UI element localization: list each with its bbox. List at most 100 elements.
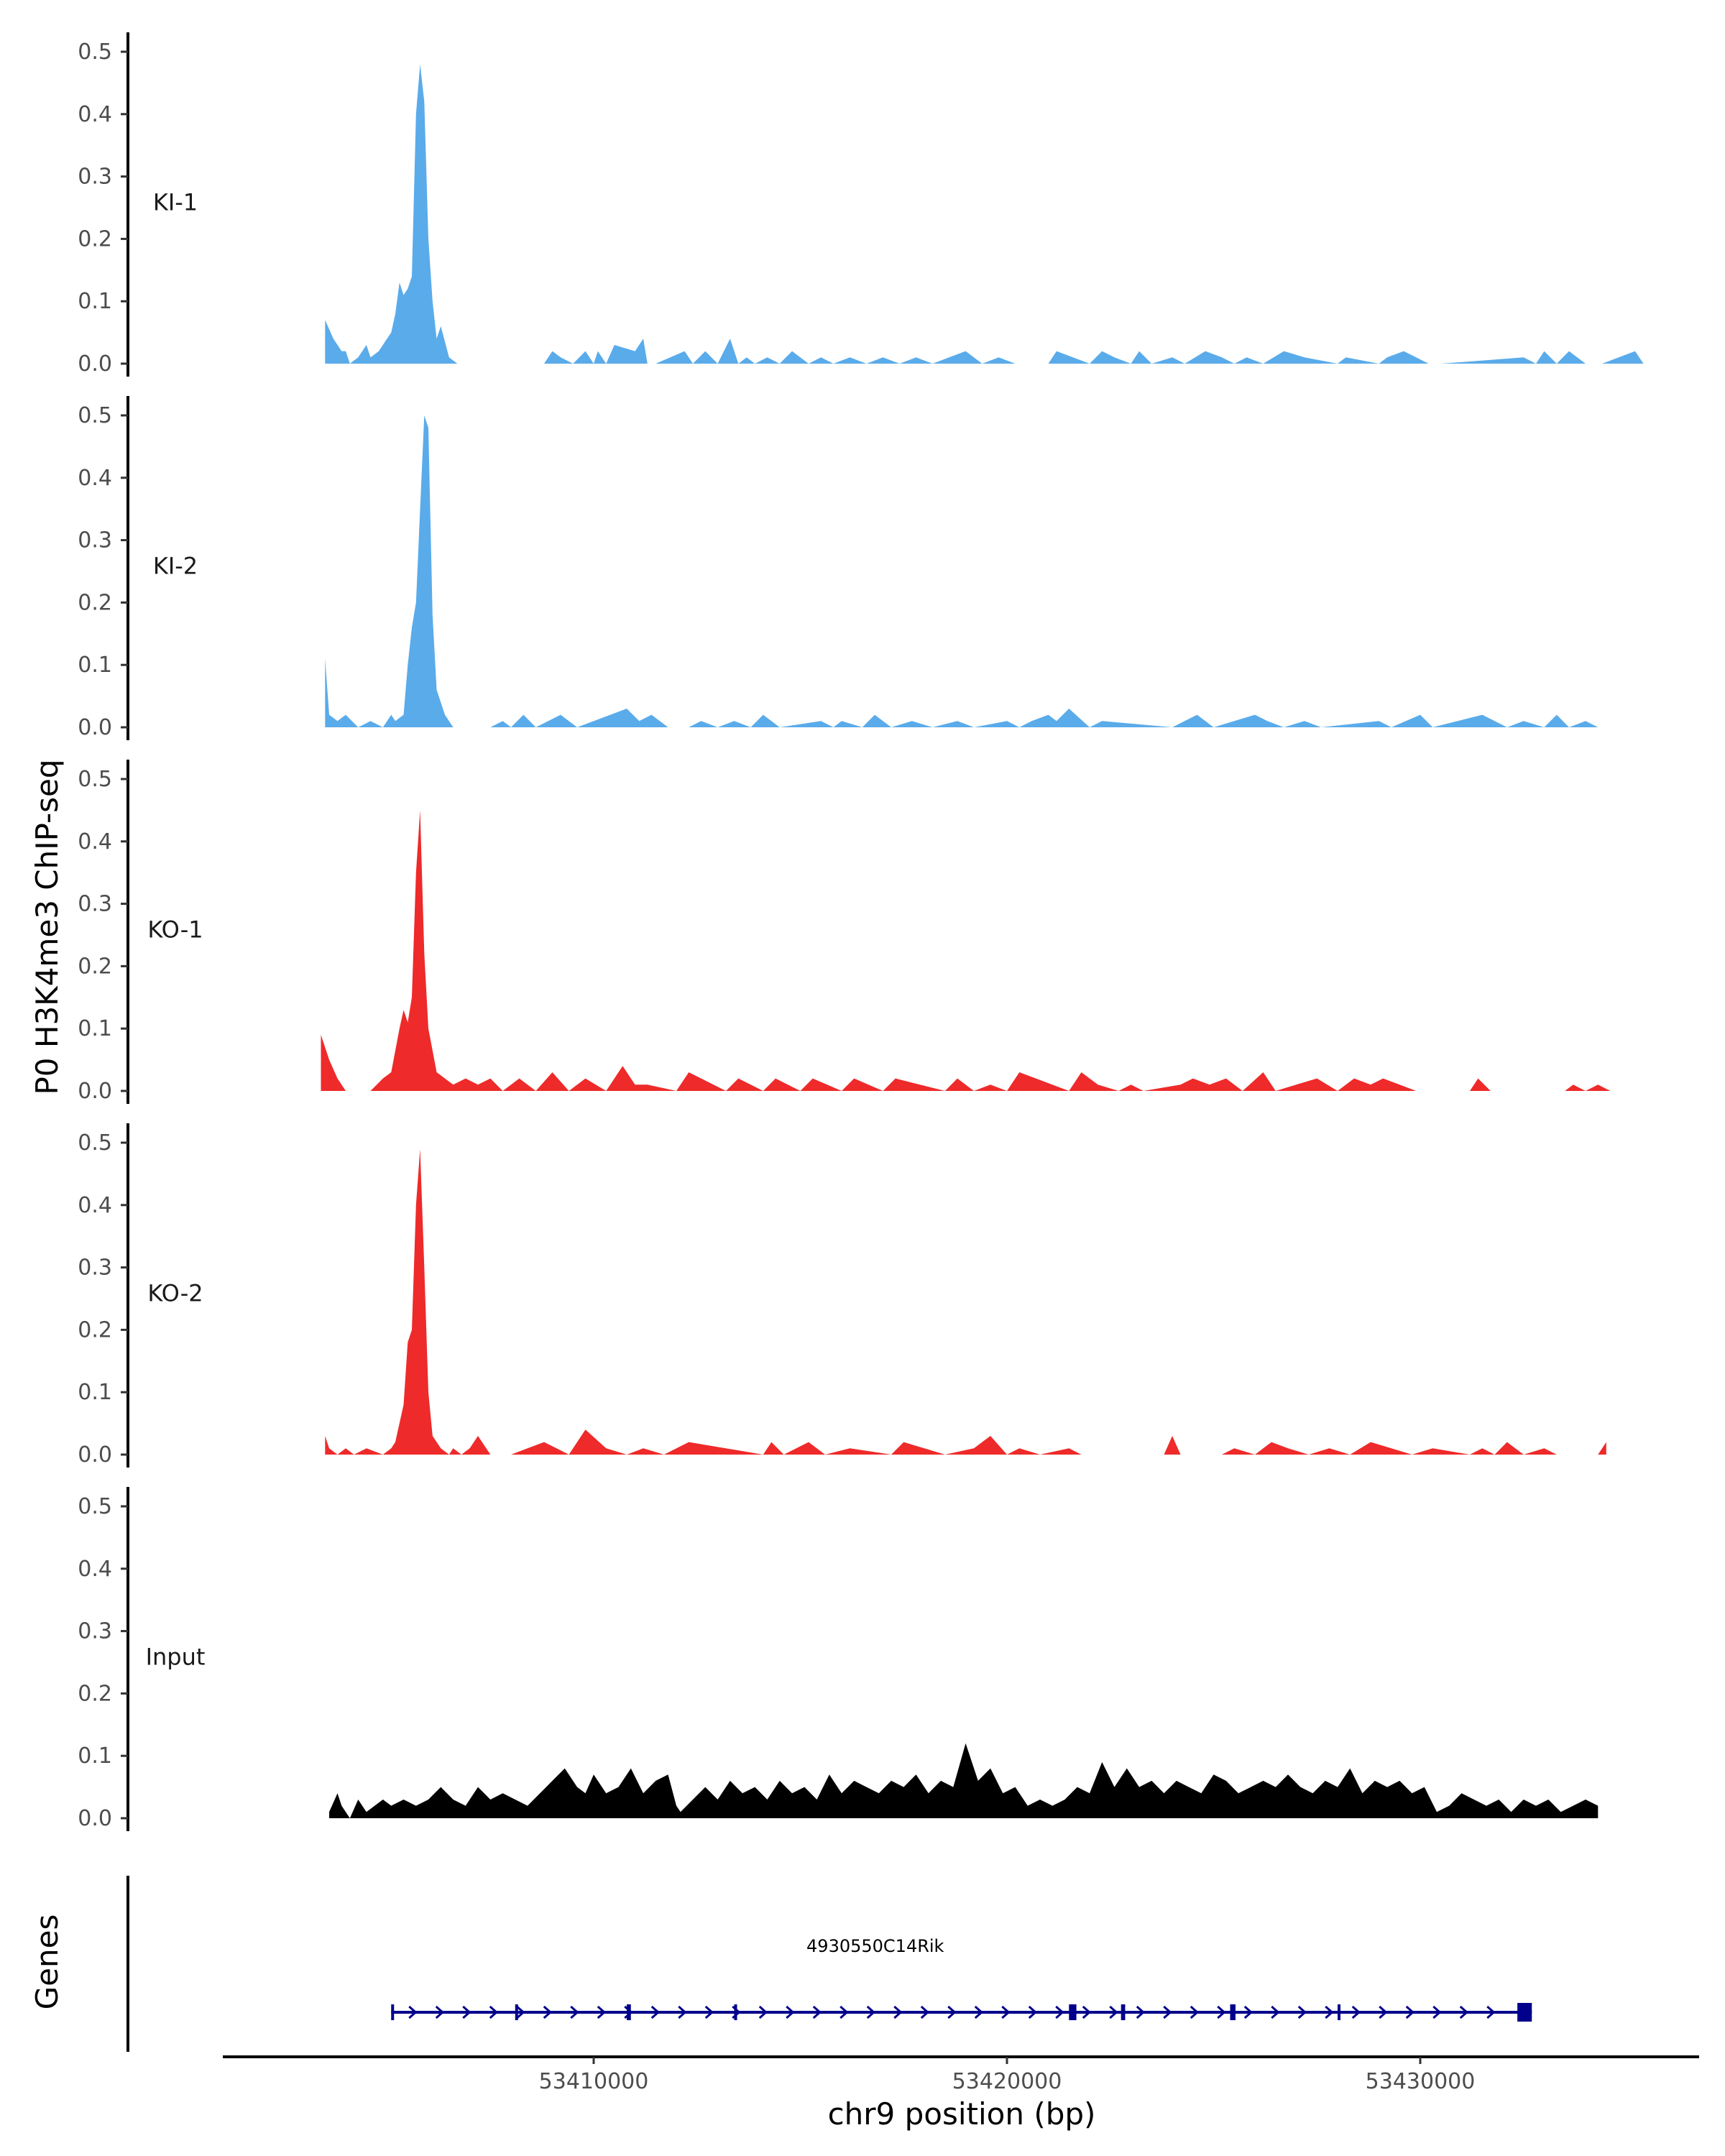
y-tick-label: 0.0 [78, 1806, 112, 1831]
gene-exon [734, 2004, 737, 2020]
y-tick-label: 0.2 [78, 954, 112, 979]
y-tick-label: 0.2 [78, 1317, 112, 1342]
track-label: KI-1 [153, 188, 198, 216]
strand-arrow [1082, 2005, 1092, 2019]
signal-area [325, 1148, 1606, 1455]
y-tick-label: 0.5 [78, 403, 112, 428]
track-input: 0.0 0.1 0.2 0.3 0.4 0.5 Input [78, 1487, 1598, 1831]
track-ki-2: 0.0 0.1 0.2 0.3 0.4 0.5 KI-2 [78, 396, 1598, 740]
strand-arrow [678, 2005, 687, 2019]
strand-arrow [516, 2005, 525, 2019]
strand-arrow [1109, 2005, 1118, 2019]
gene-name-label: 4930550C14Rik [806, 1936, 944, 1956]
y-tick-label: 0.3 [78, 165, 112, 190]
y-tick-label: 0.0 [78, 715, 112, 740]
strand-arrow [650, 2005, 661, 2019]
signal-area [321, 810, 1611, 1091]
y-tick-label: 0.0 [78, 351, 112, 377]
strand-arrow [570, 2005, 579, 2019]
strand-arrow [920, 2005, 930, 2019]
gene-exon [1069, 2004, 1077, 2020]
strand-arrow [489, 2005, 499, 2019]
strand-arrow [1379, 2005, 1388, 2019]
strand-arrow [974, 2005, 984, 2019]
track-label: KO-2 [147, 1279, 203, 1307]
y-tick-label: 0.5 [78, 767, 112, 792]
gene-exon [515, 2004, 518, 2020]
strand-arrow [1136, 2005, 1146, 2019]
strand-arrow [1028, 2005, 1038, 2019]
y-tick-label: 0.3 [78, 1619, 112, 1644]
y-tick-label: 0.4 [78, 1193, 112, 1218]
signal-area [325, 415, 1598, 727]
track-ko-1: 0.0 0.1 0.2 0.3 0.4 0.5 KO-1 [78, 760, 1611, 1104]
x-tick-label: 53420000 [952, 2069, 1062, 2094]
strand-arrow [408, 2005, 418, 2019]
strand-arrow [1325, 2005, 1334, 2019]
strand-arrow [812, 2005, 822, 2019]
y-tick-label: 0.2 [78, 226, 112, 252]
y-tick-label: 0.1 [78, 1016, 112, 1041]
track-label: KI-2 [153, 552, 198, 579]
y-tick-label: 0.4 [78, 829, 112, 854]
strand-arrow [1351, 2005, 1361, 2019]
y-tick-label: 0.4 [78, 466, 112, 491]
y-tick-label: 0.5 [78, 1494, 112, 1519]
y-tick-label: 0.1 [78, 653, 112, 678]
strand-arrow [1163, 2005, 1172, 2019]
strand-arrow [543, 2005, 553, 2019]
strand-arrow [462, 2005, 472, 2019]
track-label: Input [146, 1643, 206, 1670]
track-ki-1: 0.0 0.1 0.2 0.3 0.4 0.5 KI-1 [78, 32, 1644, 377]
strand-arrow [597, 2005, 607, 2019]
y-tick-label: 0.1 [78, 1743, 112, 1769]
track-ko-2: 0.0 0.1 0.2 0.3 0.4 0.5 KO-2 [78, 1123, 1606, 1468]
gene-exon [391, 2004, 395, 2020]
signal-area [329, 1743, 1598, 1818]
strand-arrow [1297, 2005, 1307, 2019]
y-tick-label: 0.1 [78, 1380, 112, 1405]
y-tick-label: 0.4 [78, 102, 112, 127]
x-axis: 53410000 53420000 53430000 [223, 2055, 1699, 2094]
gene-exon [1517, 2003, 1532, 2022]
strand-arrow [840, 2005, 849, 2019]
strand-arrow [1217, 2005, 1226, 2019]
strand-arrow [758, 2005, 768, 2019]
gene-exon [1230, 2004, 1236, 2020]
y-tick-label: 0.4 [78, 1557, 112, 1582]
strand-arrow [1271, 2005, 1280, 2019]
y-axis-title: P0 H3K4me3 ChIP-seq [29, 759, 65, 1095]
strand-arrow [1459, 2005, 1469, 2019]
gene-model [126, 1876, 1532, 2052]
y-tick-label: 0.3 [78, 1256, 112, 1281]
strand-arrow [1486, 2005, 1496, 2019]
strand-arrow [704, 2005, 714, 2019]
x-axis-title: chr9 position (bp) [828, 2096, 1096, 2132]
gene-exon [627, 2004, 631, 2020]
genes-panel: Genes 4930550C14Rik [29, 1876, 1532, 2052]
x-tick-label: 53410000 [539, 2069, 649, 2094]
y-tick-label: 0.5 [78, 1130, 112, 1156]
strand-arrow [786, 2005, 795, 2019]
y-tick-label: 0.2 [78, 590, 112, 615]
genes-axis-title: Genes [29, 1915, 65, 2010]
strand-arrow [893, 2005, 903, 2019]
signal-area [325, 64, 1644, 364]
strand-arrow [1190, 2005, 1200, 2019]
strand-arrow [866, 2005, 876, 2019]
y-tick-label: 0.2 [78, 1681, 112, 1706]
strand-arrow [1432, 2005, 1442, 2019]
x-tick-label: 53430000 [1366, 2069, 1476, 2094]
y-tick-label: 0.0 [78, 1442, 112, 1468]
gene-exon [1121, 2004, 1126, 2020]
signal-tracks: 0.0 0.1 0.2 0.3 0.4 0.5 KI-1 0.0 0.1 0.2 0.3 0.4 0.5… [78, 32, 1644, 1831]
y-tick-label: 0.3 [78, 528, 112, 553]
strand-arrow [1001, 2005, 1011, 2019]
y-tick-label: 0.1 [78, 289, 112, 314]
strand-arrow [1243, 2005, 1254, 2019]
track-label: KO-1 [147, 916, 203, 943]
strand-arrow [1405, 2005, 1415, 2019]
strand-arrow [435, 2005, 445, 2019]
y-tick-label: 0.5 [78, 40, 112, 65]
